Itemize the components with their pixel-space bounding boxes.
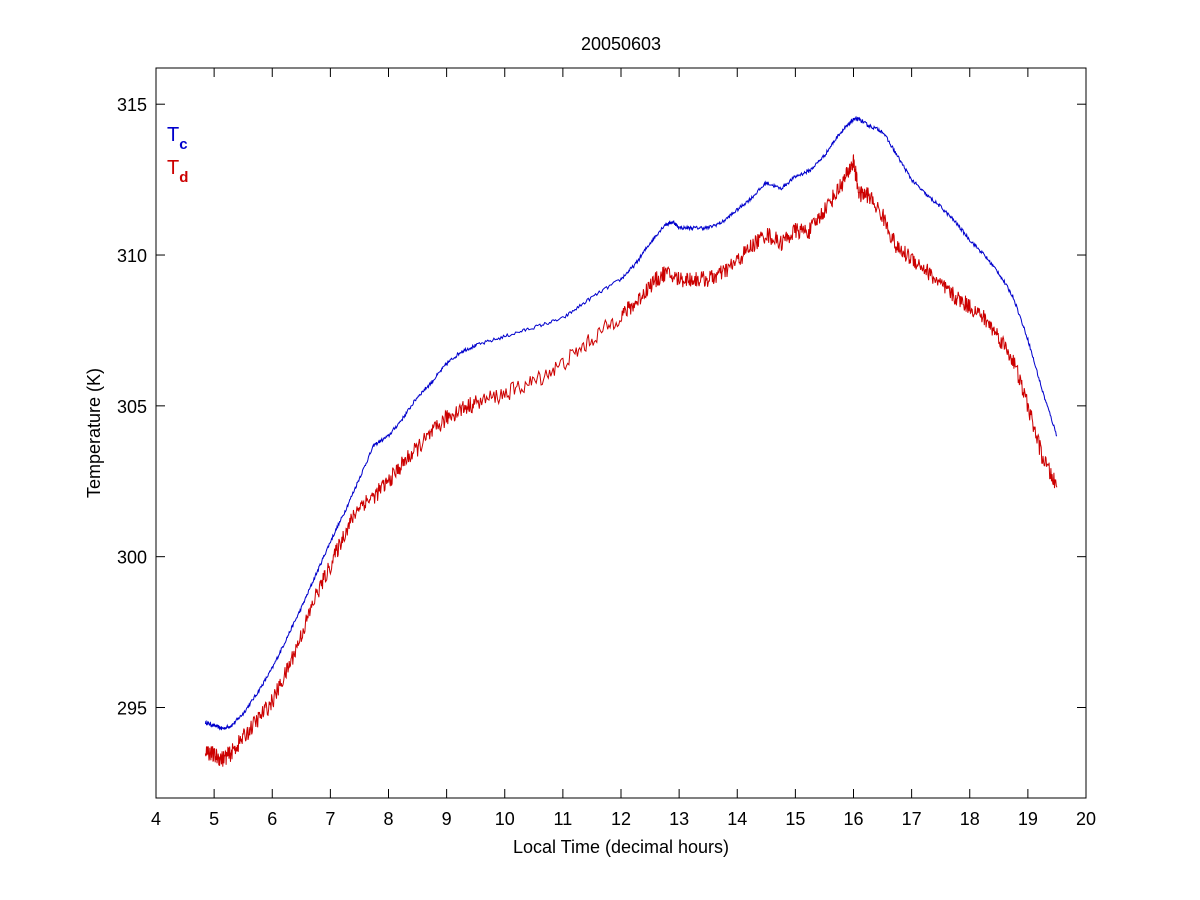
x-tick-label: 17 (902, 809, 922, 829)
series-layer (204, 115, 1058, 767)
x-tick-label: 5 (209, 809, 219, 829)
y-tick-label: 305 (117, 397, 147, 417)
y-tick-label: 315 (117, 95, 147, 115)
x-tick-label: 19 (1018, 809, 1038, 829)
series-line-1 (204, 115, 1058, 731)
x-tick-label: 18 (960, 809, 980, 829)
y-tick-label: 310 (117, 246, 147, 266)
chart-title: 20050603 (581, 34, 661, 54)
x-tick-label: 14 (727, 809, 747, 829)
x-tick-label: 20 (1076, 809, 1096, 829)
x-tick-label: 16 (843, 809, 863, 829)
x-tick-label: 7 (325, 809, 335, 829)
legend-entry-Tc: Tc (167, 124, 188, 153)
x-tick-label: 12 (611, 809, 631, 829)
x-tick-label: 11 (554, 809, 573, 829)
x-tick-label: 6 (267, 809, 277, 829)
x-tick-label: 10 (495, 809, 515, 829)
y-tick-label: 295 (117, 699, 147, 719)
legend: Tc Td (167, 124, 188, 186)
x-tick-label: 13 (669, 809, 689, 829)
x-tick-label: 8 (383, 809, 393, 829)
x-tick-label: 9 (442, 809, 452, 829)
axes-layer: 4 5 6 7 8 9 10 11 12 13 14 15 16 17 18 19 20 295 300 305 310… (117, 68, 1096, 829)
series-line-2 (204, 154, 1058, 767)
x-tick-label: 15 (785, 809, 805, 829)
x-tick-label: 4 (151, 809, 161, 829)
x-axis-label: Local Time (decimal hours) (513, 837, 729, 857)
y-tick-label: 300 (117, 548, 147, 568)
y-axis-label: Temperature (K) (84, 368, 104, 498)
legend-entry-Td: Td (167, 157, 188, 186)
